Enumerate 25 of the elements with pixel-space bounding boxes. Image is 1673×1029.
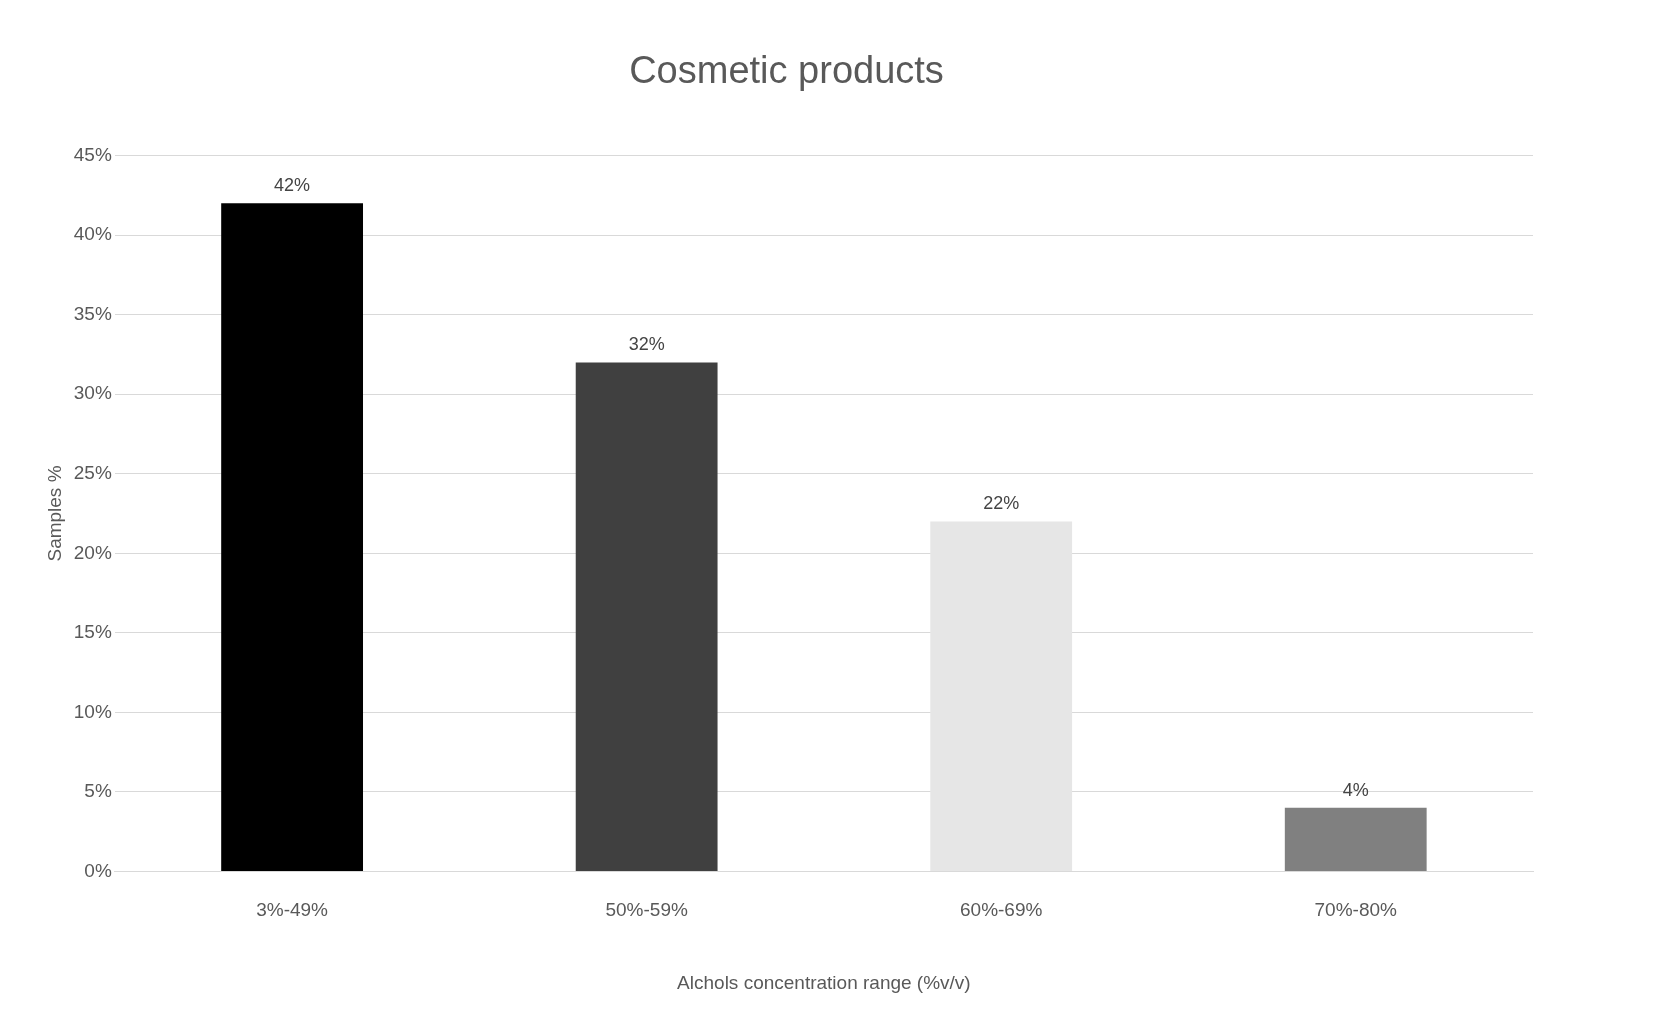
y-tick-label: 25%	[73, 461, 112, 483]
bar	[930, 521, 1073, 871]
data-label: 4%	[1342, 779, 1369, 800]
bar	[575, 362, 718, 871]
x-axis-title: Alchols concentration range (%v/v)	[677, 971, 971, 993]
y-tick-label: 10%	[73, 700, 112, 722]
data-label: 42%	[274, 175, 311, 196]
x-tick-label: 60%-69%	[959, 899, 1043, 921]
y-tick-label: 30%	[73, 382, 112, 404]
y-axis-title: Samples %	[43, 465, 65, 562]
bar	[221, 203, 364, 871]
y-tick-label: 0%	[84, 859, 112, 881]
y-tick-label: 35%	[73, 302, 112, 324]
y-tick-label: 45%	[73, 143, 112, 165]
data-label: 22%	[983, 493, 1020, 514]
x-tick-label: 50%-59%	[605, 899, 688, 921]
y-tick-label: 5%	[84, 780, 112, 802]
x-tick-label: 3%-49%	[256, 899, 329, 921]
y-tick-label: 15%	[73, 621, 112, 643]
data-label: 32%	[628, 334, 665, 355]
y-tick-label: 40%	[73, 223, 112, 245]
y-tick-label: 20%	[73, 541, 112, 563]
x-tick-label: 70%-80%	[1314, 899, 1398, 921]
chart-title: Cosmetic products	[629, 49, 944, 92]
bar	[1284, 807, 1427, 871]
